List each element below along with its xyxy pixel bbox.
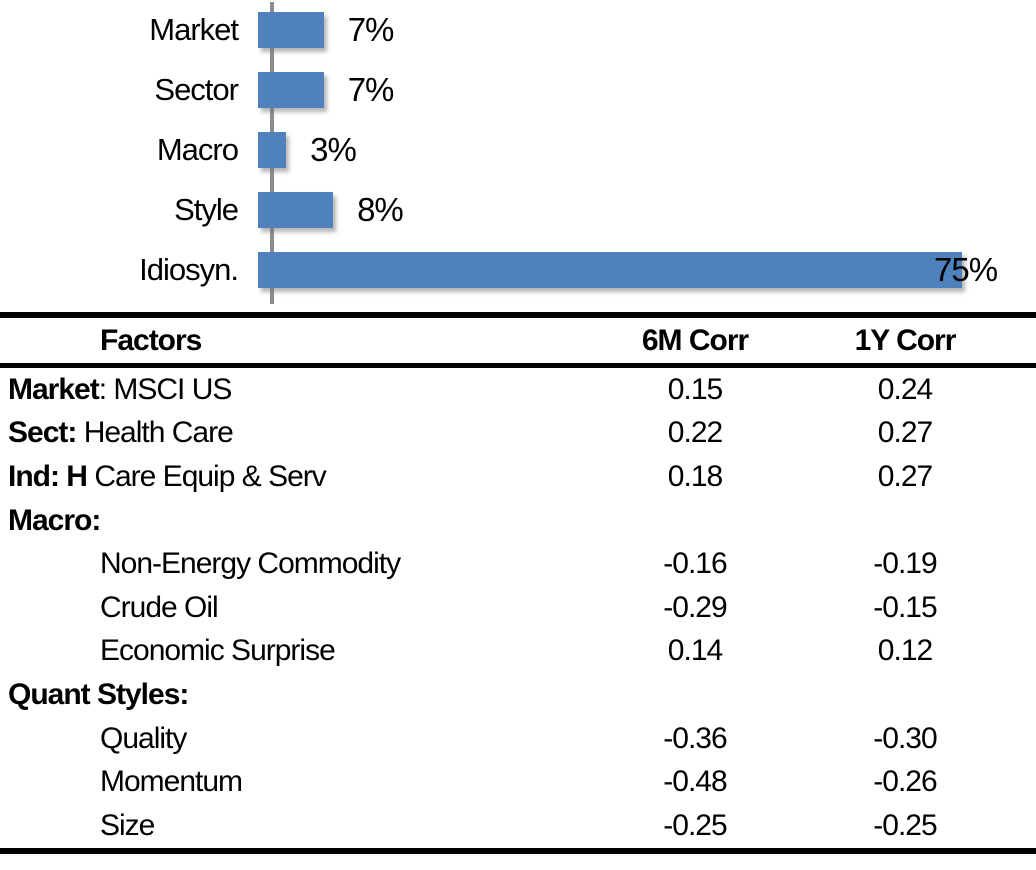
- factor-prefix: Market: [8, 372, 100, 406]
- chart-row-market: Market 7%: [0, 0, 1036, 60]
- 6m-corr-value: -0.25: [663, 808, 727, 842]
- bar-value-label: 75%: [934, 251, 998, 288]
- table-row-quant-styles-group: Quant Styles:: [0, 673, 1036, 717]
- category-label: Macro: [156, 132, 239, 167]
- bar-value-label: 7%: [347, 11, 395, 48]
- table-header-row: Factors 6M Corr 1Y Corr: [0, 318, 1036, 368]
- 6m-corr-value: 0.22: [667, 416, 723, 450]
- factor-name: Quality: [100, 721, 187, 755]
- table-row-market-msci-us: Market: MSCI US 0.15 0.24: [0, 368, 1036, 412]
- table-row-ind-h-care-equip-serv: Ind: H Care Equip & Serv 0.18 0.27: [0, 455, 1036, 499]
- 1y-corr-value: -0.15: [873, 590, 937, 624]
- table-row-size: Size -0.25 -0.25: [0, 804, 1036, 848]
- 1y-corr-value: 0.12: [877, 634, 933, 668]
- factor-correlation-table: Factors 6M Corr 1Y Corr Market: MSCI US …: [0, 312, 1036, 854]
- factor-name: Momentum: [100, 765, 243, 799]
- 6m-corr-value: 0.15: [667, 372, 723, 406]
- table-row-macro-group: Macro:: [0, 499, 1036, 543]
- chart-row-idiosyn: Idiosyn. 75%: [0, 240, 1036, 300]
- 6m-corr-value: -0.16: [663, 547, 727, 581]
- 6m-corr-value: -0.29: [663, 590, 727, 624]
- chart-row-macro: Macro 3%: [0, 120, 1036, 180]
- chart-row-style: Style 8%: [0, 180, 1036, 240]
- category-label: Market: [149, 12, 239, 47]
- factor-name: Crude Oil: [100, 590, 219, 624]
- factor-name: Size: [100, 808, 155, 842]
- bar-market: [258, 12, 324, 48]
- header-6m-corr: 6M Corr: [641, 323, 749, 357]
- 1y-corr-value: 0.27: [877, 459, 933, 493]
- 1y-corr-value: -0.19: [873, 547, 937, 581]
- factor-prefix: Sect:: [8, 416, 77, 450]
- category-label: Sector: [154, 72, 239, 107]
- table-row-momentum: Momentum -0.48 -0.26: [0, 760, 1036, 804]
- 6m-corr-value: -0.48: [663, 765, 727, 799]
- header-1y-corr: 1Y Corr: [854, 323, 957, 357]
- factor-name: Care Equip & Serv: [86, 459, 326, 493]
- table-row-sect-health-care: Sect: Health Care 0.22 0.27: [0, 412, 1036, 456]
- 6m-corr-value: 0.18: [667, 459, 723, 493]
- category-label: Idiosyn.: [139, 252, 239, 287]
- category-label: Style: [174, 192, 239, 227]
- bar-style: [258, 192, 334, 228]
- factor-name: Non-Energy Commodity: [100, 547, 401, 581]
- table-row-crude-oil: Crude Oil -0.29 -0.15: [0, 586, 1036, 630]
- chart-row-sector: Sector 7%: [0, 60, 1036, 120]
- bar-value-label: 3%: [310, 131, 357, 168]
- header-factors: Factors: [100, 323, 202, 357]
- bar-idiosyn: [258, 252, 962, 288]
- 1y-corr-value: -0.30: [873, 721, 937, 755]
- 6m-corr-value: -0.36: [663, 721, 727, 755]
- bar-sector: [258, 72, 324, 108]
- table-row-quality: Quality -0.36 -0.30: [0, 717, 1036, 761]
- factor-prefix: Macro:: [8, 503, 101, 537]
- 1y-corr-value: 0.24: [877, 372, 933, 406]
- 6m-corr-value: 0.14: [667, 634, 723, 668]
- 1y-corr-value: 0.27: [877, 416, 933, 450]
- bar-value-label: 7%: [347, 71, 395, 108]
- bar-value-label: 8%: [357, 191, 404, 228]
- factor-prefix: Quant Styles:: [8, 677, 189, 711]
- factor-name: : MSCI US: [98, 372, 233, 406]
- factor-name: Health Care: [76, 416, 234, 450]
- table-row-non-energy-commodity: Non-Energy Commodity -0.16 -0.19: [0, 542, 1036, 586]
- factor-prefix: Ind: H: [8, 459, 88, 493]
- bar-macro: [258, 132, 287, 168]
- factor-name: Economic Surprise: [100, 634, 336, 668]
- table-row-economic-surprise: Economic Surprise 0.14 0.12: [0, 630, 1036, 674]
- 1y-corr-value: -0.25: [873, 808, 937, 842]
- risk-decomposition-bar-chart: Market 7% Sector 7% Macro 3% Style: [0, 0, 1036, 306]
- 1y-corr-value: -0.26: [873, 765, 937, 799]
